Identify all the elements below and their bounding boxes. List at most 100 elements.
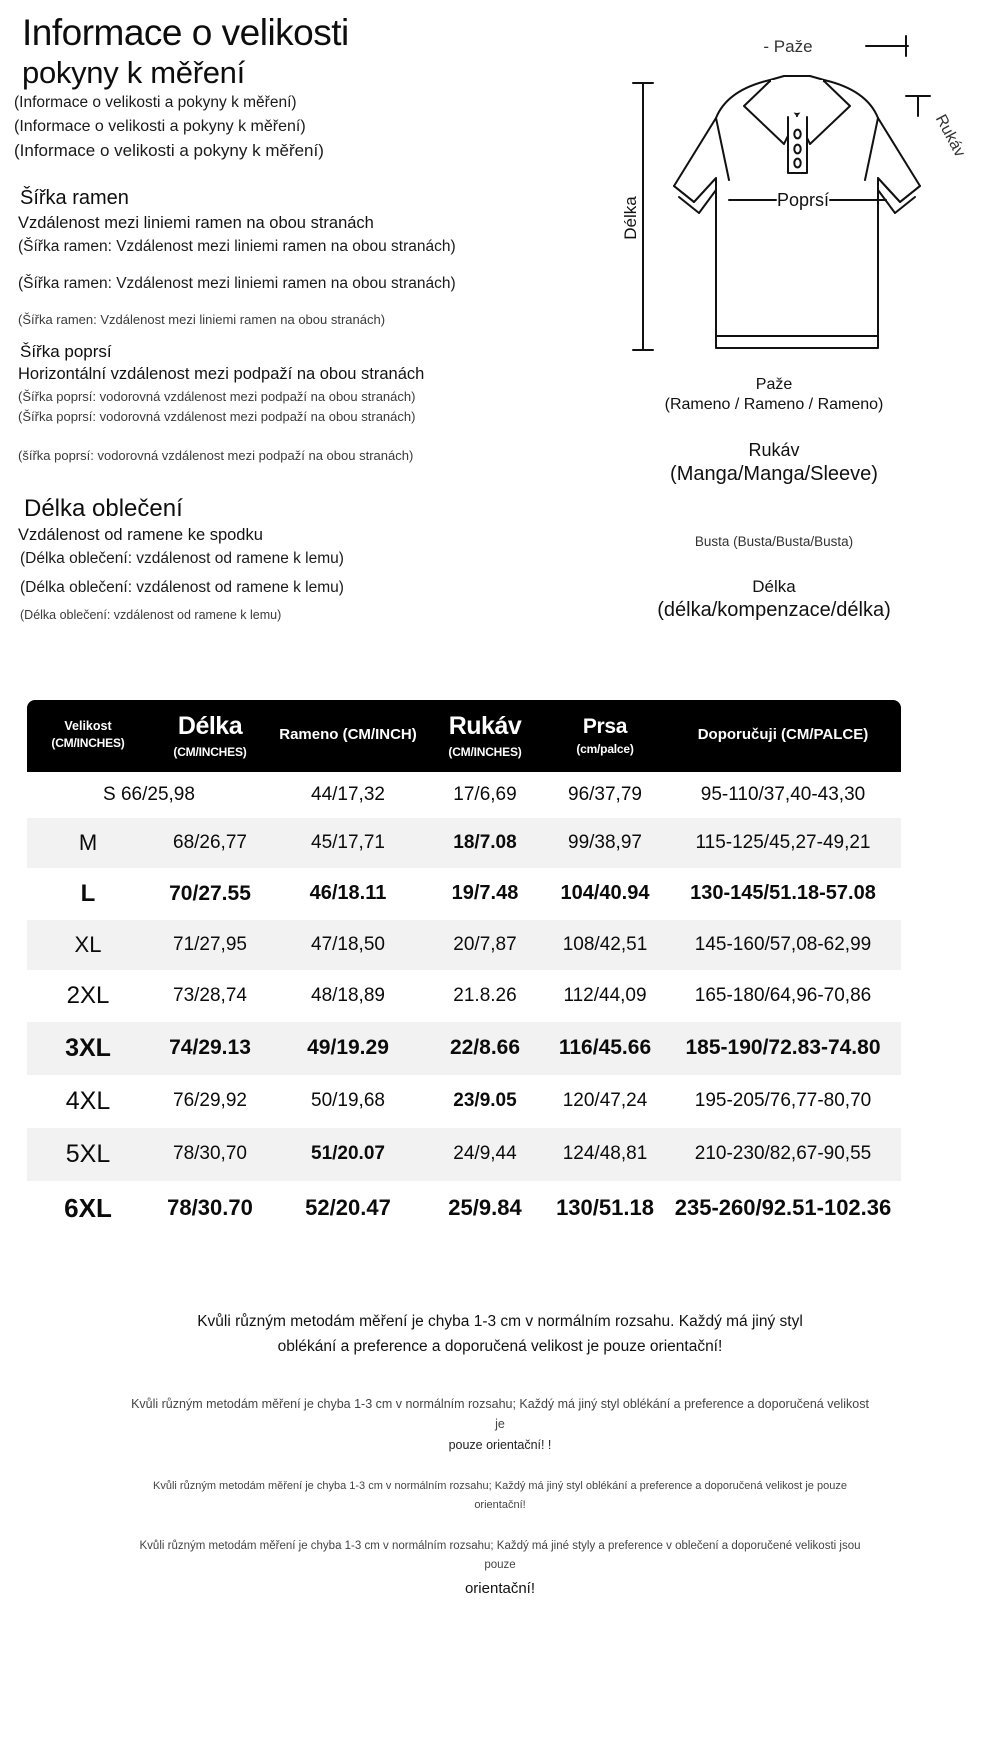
footer-sub-3-a: Kvůli různým metodám měření je chyba 1-3…: [139, 1539, 861, 1572]
cell-length: 74/29.13: [169, 1036, 251, 1060]
column-header-recommended: Doporučuji (CM/PALCE): [665, 699, 901, 772]
cell-recommended: 130-145/51.18-57.08: [690, 882, 876, 905]
column-header-size: Velikost (CM/INCHES): [27, 699, 149, 772]
table-row: S 66/25,98 44/17,32 17/6,69 96/37,79 95-110/…: [27, 771, 901, 818]
length-note-3: (Délka oblečení: vzdálenost od ramene k …: [20, 607, 282, 622]
cell-shoulder: 48/18,89: [311, 984, 385, 1006]
caption-arms-title: Paže: [755, 376, 793, 393]
shoulder-lead: Vzdálenost mezi liniemi ramen na obou st…: [18, 213, 374, 232]
cell-recommended: 95-110/37,40-43,30: [700, 783, 866, 805]
cell-size: 4XL: [65, 1086, 111, 1115]
table-header-row: Velikost (CM/INCHES) Délka (CM/INCHES) R…: [27, 699, 901, 772]
cell-chest: 108/42,51: [562, 933, 648, 955]
cell-size: XL: [74, 931, 102, 957]
top-section: Informace o velikosti pokyny k měření (I…: [0, 0, 1000, 690]
column-header-length: Délka (CM/INCHES): [149, 699, 271, 772]
cell-length: 78/30,70: [173, 1143, 247, 1165]
footer-sub-1-a: Kvůli různým metodám měření je chyba 1-3…: [131, 1396, 869, 1432]
bust-note-3: (šířka poprsí: vodorovná vzdálenost mezi…: [18, 448, 414, 464]
caption-bust-line: Busta (Busta/Busta/Busta): [694, 534, 854, 549]
footer-sub-2: Kvůli různým metodám měření je chyba 1-3…: [150, 1477, 850, 1514]
page-subtitle: pokyny k měření: [22, 54, 245, 90]
cell-recommended: 195-205/76,77-80,70: [694, 1090, 872, 1112]
cell-recommended: 210-230/82,67-90,55: [694, 1143, 872, 1165]
size-table-wrapper: Velikost (CM/INCHES) Délka (CM/INCHES) R…: [25, 698, 903, 1238]
table-row: L 70/27.55 46/18.11 19/7.48 104/40.94 130-145…: [27, 867, 901, 920]
cell-shoulder: 52/20.47: [305, 1195, 391, 1221]
caption-sleeve-title: Rukáv: [748, 440, 800, 460]
table-row: M 68/26,77 45/17,71 18/7.08 99/38,97 115-125/…: [27, 817, 901, 868]
footer-sub-2-b: orientační!: [474, 1499, 526, 1512]
header-note-2: (Informace o velikosti a pokyny k měření…: [14, 118, 306, 136]
cell-size: S 66/25,98: [103, 783, 195, 805]
footer-sub-3: Kvůli různým metodám měření je chyba 1-3…: [130, 1537, 870, 1602]
bust-lead: Horizontální vzdálenost mezi podpaží na …: [18, 365, 425, 384]
header-note-3: (Informace o velikosti a pokyny k měření…: [14, 140, 324, 160]
cell-length: 78/30.70: [167, 1195, 253, 1221]
bust-note-1: (Šířka poprsí: vodorovná vzdálenost mezi…: [18, 389, 416, 405]
table-row: 5XL 78/30,70 51/20.07 24/9,44 124/48,81 210-2…: [27, 1127, 901, 1181]
column-header-shoulder: Rameno (CM/INCH): [271, 699, 425, 772]
table-row: 3XL 74/29.13 49/19.29 22/8.66 116/45.66 185-1…: [27, 1021, 901, 1075]
footer-notes: Kvůli různým metodám měření je chyba 1-3…: [0, 1310, 1000, 1601]
cell-size: 6XL: [64, 1192, 112, 1223]
cell-sleeve: 19/7.48: [451, 882, 519, 905]
cell-chest: 130/51.18: [556, 1195, 654, 1221]
length-lead: Vzdálenost od ramene ke spodku: [18, 525, 263, 544]
cell-chest: 96/37,79: [568, 783, 642, 805]
cell-sleeve: 24/9,44: [453, 1143, 517, 1165]
cell-sleeve: 23/9.05: [453, 1090, 517, 1112]
cell-length: 71/27,95: [173, 933, 247, 955]
cell-length: 76/29,92: [173, 1090, 247, 1112]
footer-sub-1-b: pouze orientační! !: [448, 1437, 552, 1452]
footer-main-line-2: oblékání a preference a doporučená velik…: [277, 1337, 723, 1355]
polo-shirt-diagram: Délka - Paže Rukáv Poprsí: [548, 18, 1000, 378]
cell-sleeve: 21.8.26: [453, 984, 517, 1006]
cell-length: 70/27.55: [169, 881, 251, 905]
table-row: 4XL 76/29,92 50/19,68 23/9.05 120/47,24 195-2…: [27, 1074, 901, 1128]
cell-chest: 120/47,24: [562, 1090, 648, 1112]
caption-length-title: Délka: [752, 577, 796, 596]
bust-heading: Šířka poprsí: [20, 342, 112, 362]
table-row: XL 71/27,95 47/18,50 20/7,87 108/42,51 145-16…: [27, 919, 901, 970]
shoulder-note-2: (Šířka ramen: Vzdálenost mezi liniemi ra…: [18, 274, 456, 292]
cell-length: 73/28,74: [173, 984, 247, 1006]
cell-length: 68/26,77: [173, 831, 247, 853]
footer-sub-3-b: orientační!: [464, 1579, 536, 1597]
table-row: 2XL 73/28,74 48/18,89 21.8.26 112/44,09 165-1…: [27, 969, 901, 1022]
footer-sub-2-a: Kvůli různým metodám měření je chyba 1-3…: [153, 1480, 847, 1493]
left-text-column: Informace o velikosti pokyny k měření (I…: [14, 12, 534, 624]
cell-chest: 99/38,97: [568, 831, 642, 853]
diagram-captions: Paže (Rameno / Rameno / Rameno) Rukáv (M…: [548, 370, 1000, 622]
shoulder-note-1: (Šířka ramen: Vzdálenost mezi liniemi ra…: [18, 237, 456, 255]
shoulder-heading: Šířka ramen: [20, 186, 129, 209]
cell-shoulder: 49/19.29: [307, 1036, 389, 1060]
cell-shoulder: 45/17,71: [311, 831, 385, 853]
diagram-label-bust: Poprsí: [777, 190, 829, 210]
cell-sleeve: 25/9.84: [448, 1195, 522, 1221]
table-row: 6XL 78/30.70 52/20.47 25/9.84 130/51.18 235-2…: [27, 1180, 901, 1236]
cell-size: M: [78, 829, 98, 855]
cell-shoulder: 47/18,50: [311, 933, 385, 955]
column-header-chest: Prsa (cm/palce): [545, 699, 665, 772]
size-table: Velikost (CM/INCHES) Délka (CM/INCHES) R…: [25, 698, 903, 1238]
diagram-label-sleeve: Rukáv: [932, 112, 968, 160]
bust-note-2: (Šířka poprsí: vodorovná vzdálenost mezi…: [18, 408, 416, 424]
cell-shoulder: 46/18.11: [309, 882, 387, 905]
diagram-label-arms: - Paže: [763, 37, 812, 56]
size-table-head: Velikost (CM/INCHES) Délka (CM/INCHES) R…: [27, 699, 901, 772]
cell-sleeve: 22/8.66: [449, 1036, 521, 1060]
cell-shoulder: 51/20.07: [311, 1143, 385, 1165]
size-table-body: S 66/25,98 44/17,32 17/6,69 96/37,79 95-110/…: [27, 771, 901, 1236]
column-header-sleeve: Rukáv (CM/INCHES): [425, 699, 545, 772]
header-note-1: (Informace o velikosti a pokyny k měření…: [14, 94, 297, 112]
cell-recommended: 235-260/92.51-102.36: [674, 1195, 892, 1221]
cell-size: 2XL: [66, 981, 110, 1009]
length-heading: Délka oblečení: [24, 494, 183, 522]
footer-sub-1: Kvůli různým metodám měření je chyba 1-3…: [130, 1394, 870, 1456]
cell-recommended: 145-160/57,08-62,99: [694, 933, 872, 955]
page-title: Informace o velikosti: [22, 12, 349, 53]
shoulder-note-3: (Šířka ramen: Vzdálenost mezi liniemi ra…: [18, 311, 386, 327]
cell-chest: 112/44,09: [563, 984, 647, 1006]
